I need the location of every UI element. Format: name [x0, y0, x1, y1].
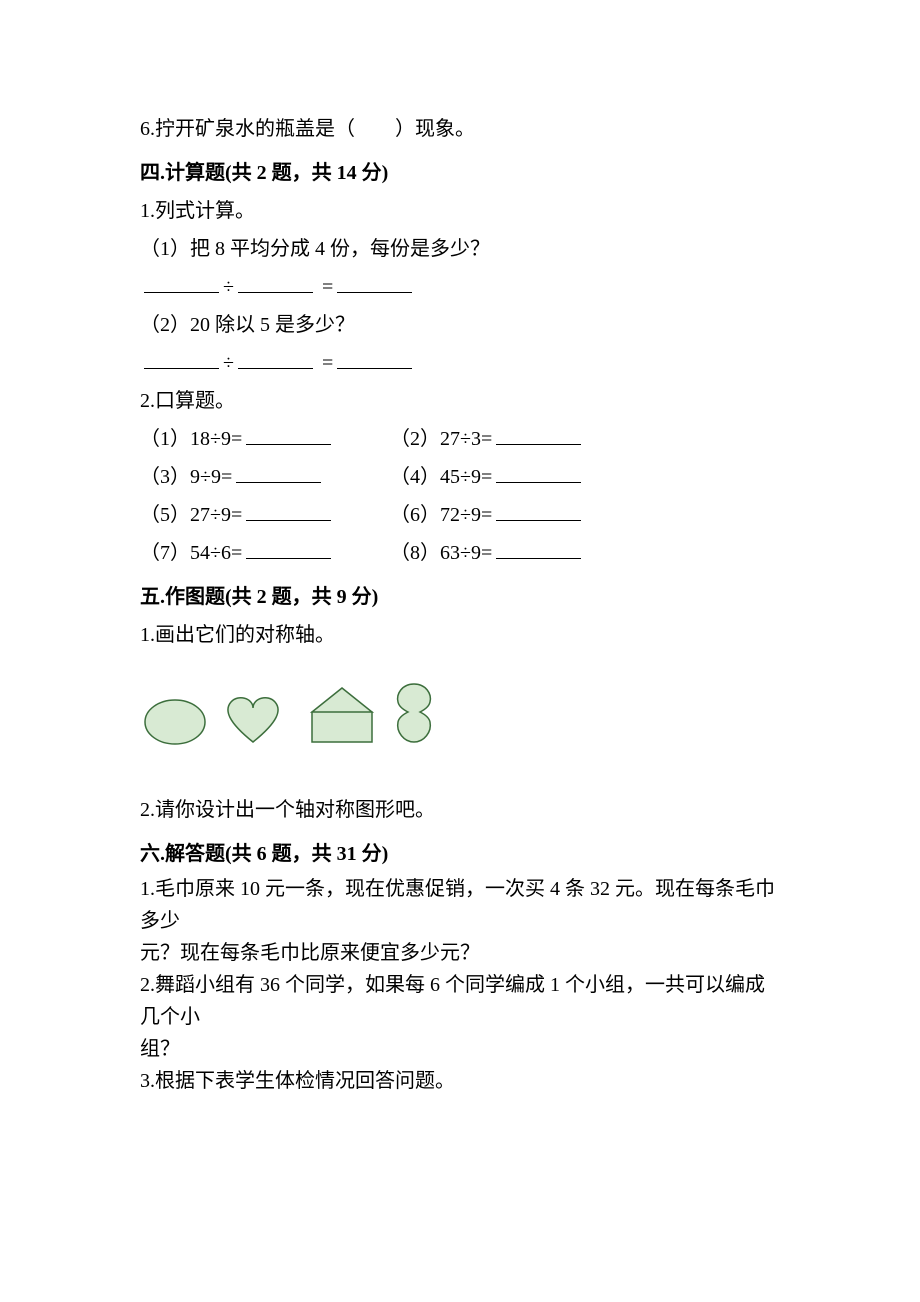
fill-blank[interactable]: [496, 538, 581, 559]
fill-blank[interactable]: [246, 424, 331, 445]
fill-blank[interactable]: [496, 500, 581, 521]
s6-q1-line2: 元？现在每条毛巾比原来便宜多少元？: [140, 937, 780, 969]
fill-blank[interactable]: [246, 500, 331, 521]
s5-q1: 1.画出它们的对称轴。: [140, 616, 780, 654]
s4-q1-eq2: ÷ =: [140, 344, 780, 382]
mental-item-3: （3）9÷9=: [140, 466, 232, 488]
fill-blank[interactable]: [246, 538, 331, 559]
mental-row-1: （1）18÷9= （2）27÷3=: [140, 420, 780, 458]
s4-q1-p1: （1）把 8 平均分成 4 份，每份是多少？: [140, 230, 780, 268]
fill-blank[interactable]: [496, 424, 581, 445]
mental-item-4: （4）45÷9=: [390, 466, 492, 488]
s4-q1-stem: 1.列式计算。: [140, 192, 780, 230]
symmetry-shapes: [140, 676, 780, 763]
divide-sign: ÷: [223, 276, 234, 298]
mental-item-6: （6）72÷9=: [390, 504, 492, 526]
fill-blank[interactable]: [337, 348, 412, 369]
divide-sign: ÷: [223, 352, 234, 374]
fill-blank[interactable]: [144, 272, 219, 293]
equals-sign: =: [322, 352, 333, 374]
mental-row-4: （7）54÷6= （8）63÷9=: [140, 534, 780, 572]
mental-row-2: （3）9÷9= （4）45÷9=: [140, 458, 780, 496]
fill-blank[interactable]: [496, 462, 581, 483]
mental-item-8: （8）63÷9=: [390, 542, 492, 564]
eight-shape: [398, 684, 431, 742]
shapes-svg: [140, 676, 450, 750]
s6-q2-line2: 组？: [140, 1033, 780, 1065]
fill-blank[interactable]: [337, 272, 412, 293]
fill-blank[interactable]: [238, 272, 313, 293]
mental-row-3: （5）27÷9= （6）72÷9=: [140, 496, 780, 534]
mental-item-5: （5）27÷9=: [140, 504, 242, 526]
s5-q2: 2.请你设计出一个轴对称图形吧。: [140, 791, 780, 829]
fill-blank[interactable]: [238, 348, 313, 369]
mental-item-7: （7）54÷6=: [140, 542, 242, 564]
s4-q2-stem: 2.口算题。: [140, 382, 780, 420]
equals-sign: =: [322, 276, 333, 298]
house-shape: [312, 688, 372, 742]
section-5-heading: 五.作图题(共 2 题，共 9 分): [140, 578, 780, 616]
section-4-heading: 四.计算题(共 2 题，共 14 分): [140, 154, 780, 192]
fill-blank[interactable]: [144, 348, 219, 369]
fill-blank[interactable]: [236, 462, 321, 483]
section-6-heading: 六.解答题(共 6 题，共 31 分): [140, 835, 780, 873]
heart-shape: [228, 698, 278, 742]
mental-item-1: （1）18÷9=: [140, 428, 242, 450]
s4-q1-eq1: ÷ =: [140, 268, 780, 306]
ellipse-shape: [145, 700, 205, 744]
s6-q3: 3.根据下表学生体检情况回答问题。: [140, 1065, 780, 1097]
s6-q2-line1: 2.舞蹈小组有 36 个同学，如果每 6 个同学编成 1 个小组，一共可以编成几…: [140, 969, 780, 1033]
s4-q1-p2: （2）20 除以 5 是多少？: [140, 306, 780, 344]
question-6: 6.拧开矿泉水的瓶盖是（ ）现象。: [140, 110, 780, 148]
mental-item-2: （2）27÷3=: [390, 428, 492, 450]
s6-q1-line1: 1.毛巾原来 10 元一条，现在优惠促销，一次买 4 条 32 元。现在每条毛巾…: [140, 873, 780, 937]
